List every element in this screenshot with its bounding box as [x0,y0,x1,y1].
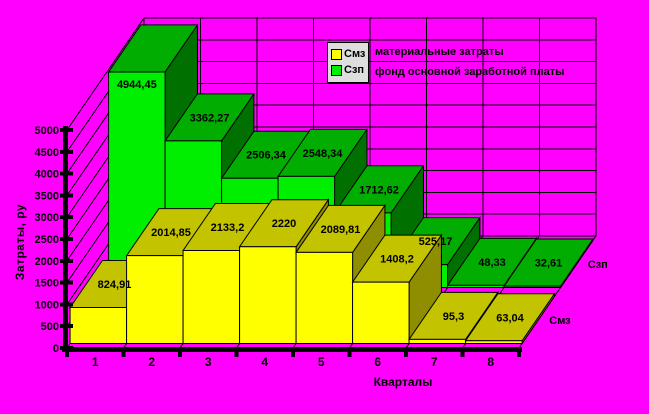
bar-Смз-2 [126,255,184,345]
value-label-Смз-3: 2133,2 [211,222,245,234]
x-tick-label-5: 5 [318,355,325,369]
y-tick-label-0: 0 [53,343,59,355]
legend-swatch-smz-icon [331,48,342,60]
y-tick-label-500: 500 [41,321,59,333]
value-label-Сзп-1: 4944,45 [117,79,157,91]
legend-entry-szp: Сзп [331,64,368,77]
y-axis-tick [60,280,73,285]
value-label-Смз-4: 2220 [272,218,296,230]
x-axis-tick [347,351,352,357]
x-tick-label-7: 7 [431,355,438,369]
value-label-Сзп-3: 2506,34 [246,150,287,162]
legend-label-smz: Смз [344,47,366,60]
bar-Смз-4 [239,246,297,345]
bar-Смз-1 [69,307,128,345]
y-tick-label-3000: 3000 [35,212,59,224]
y-axis-tick [60,237,73,241]
x-tick-label-3: 3 [205,355,212,369]
value-label-Сзп-8: 32,61 [535,258,563,270]
y-axis-tick [60,215,73,220]
x-tick-label-4: 4 [261,355,268,369]
legend-entry-smz: Смз [331,47,368,60]
value-label-Смз-5: 2089,81 [321,224,361,236]
x-axis-tick [517,351,521,357]
value-label-Смз-2: 2014,85 [151,227,191,239]
x-tick-label-2: 2 [148,355,155,369]
legend-descriptions: материальные затраты фонд основной зараб… [375,42,565,82]
bar-Смз-6 [352,281,410,345]
y-tick-label-5000: 5000 [35,125,59,137]
y-axis-title: Затраты, ру [13,204,27,280]
y-axis-tick [60,128,73,132]
x-axis-tick [404,351,408,357]
bar-Смз-5 [295,251,354,345]
value-label-Смз-8: 63,04 [496,312,524,324]
bar-Смз-8 [465,340,523,345]
y-tick-label-4500: 4500 [35,147,59,159]
y-axis-tick [60,193,73,198]
legend: Смз Сзп [327,42,369,83]
x-axis-tick [291,351,295,357]
bar-Сзп-7 [447,284,505,289]
y-tick-label-4000: 4000 [35,169,59,181]
x-tick-label-6: 6 [374,355,381,369]
legend-label-szp: Сзп [344,64,365,77]
value-label-Сзп-4: 2548,34 [303,148,344,160]
x-axis-tick [121,351,126,357]
y-tick-label-3500: 3500 [35,190,59,202]
y-axis-tick [60,302,73,307]
x-axis-title: Кварталы [374,375,433,389]
series-row-label-Смз: Смз [549,315,571,327]
value-label-Сзп-7: 48,33 [478,257,506,269]
legend-description-szp: фонд основной заработной платы [375,66,565,78]
y-tick-label-1000: 1000 [35,299,59,311]
y-axis-tick [60,258,73,263]
x-tick-label-8: 8 [487,355,494,369]
x-axis-tick [234,351,239,357]
x-axis-tick [65,351,69,357]
value-label-Сзп-6: 525,17 [419,236,453,248]
y-axis-tick [60,171,73,176]
legend-swatch-szp-icon [331,65,342,77]
y-tick-label-2000: 2000 [35,256,59,268]
x-axis-line [62,347,522,352]
left-wall-gridline [66,17,145,131]
y-axis-tick [60,346,73,350]
value-label-Смз-1: 824,91 [98,279,132,291]
x-axis-tick [460,351,465,357]
bar-Сзп-8 [503,285,562,289]
legend-description-smz: материальные затраты [375,46,504,58]
value-label-Смз-6: 1408,2 [380,254,414,266]
y-axis-tick [60,149,73,154]
x-tick-label-1: 1 [92,355,99,369]
y-tick-label-2500: 2500 [35,234,59,246]
value-label-Сзп-2: 3362,27 [190,112,230,124]
value-label-Смз-7: 95,3 [443,311,464,323]
x-axis-tick [178,351,182,357]
bar-Смз-7 [408,338,467,345]
y-axis-tick [60,324,73,329]
value-label-Сзп-5: 1712,62 [359,184,399,196]
y-tick-label-1500: 1500 [35,278,59,290]
series-row-label-Сзп: Сзп [588,259,608,271]
bar-Смз-3 [182,250,241,345]
